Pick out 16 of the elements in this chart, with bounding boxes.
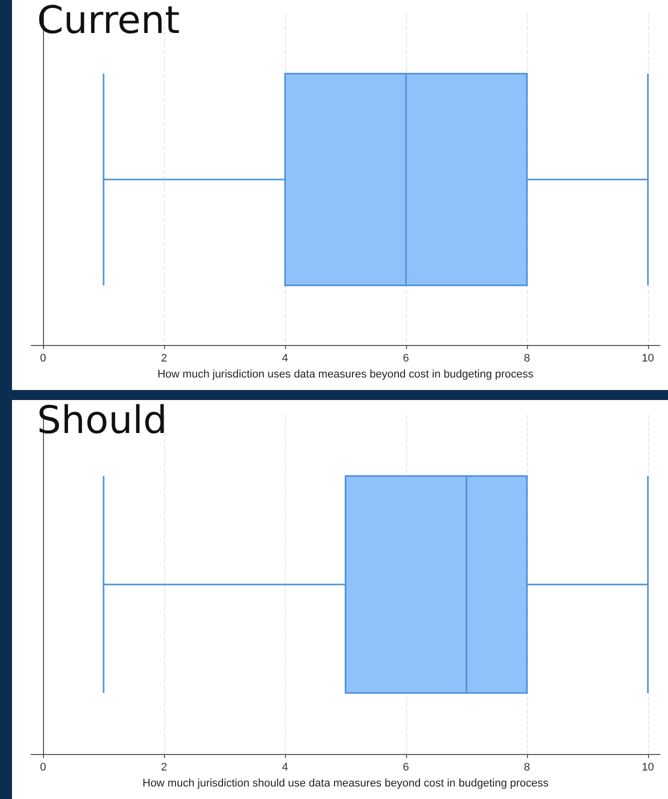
x-tick-label: 8 (524, 762, 530, 774)
x-tick-label: 2 (160, 352, 168, 364)
x-tick-label: 8 (524, 352, 530, 364)
x-tick-label: 2 (160, 762, 168, 774)
x-tick-label: 10 (642, 762, 654, 774)
x-tick-label: 10 (642, 352, 654, 364)
chart-title: Current (37, 0, 180, 42)
x-tick-label: 0 (40, 762, 46, 774)
x-axis-title: How much jurisdiction should use data measures beyond cost in budgeting process (142, 778, 549, 790)
chart-title: Should (37, 398, 168, 442)
x-tick-label: 4 (282, 352, 288, 364)
x-axis-title: How much jurisdiction uses data measures beyond cost in budgeting process (157, 368, 534, 380)
x-tick-label: 6 (402, 762, 410, 774)
x-tick-label: 6 (402, 352, 410, 364)
x-tick-label: 4 (282, 762, 288, 774)
x-tick-label: 0 (40, 352, 46, 364)
